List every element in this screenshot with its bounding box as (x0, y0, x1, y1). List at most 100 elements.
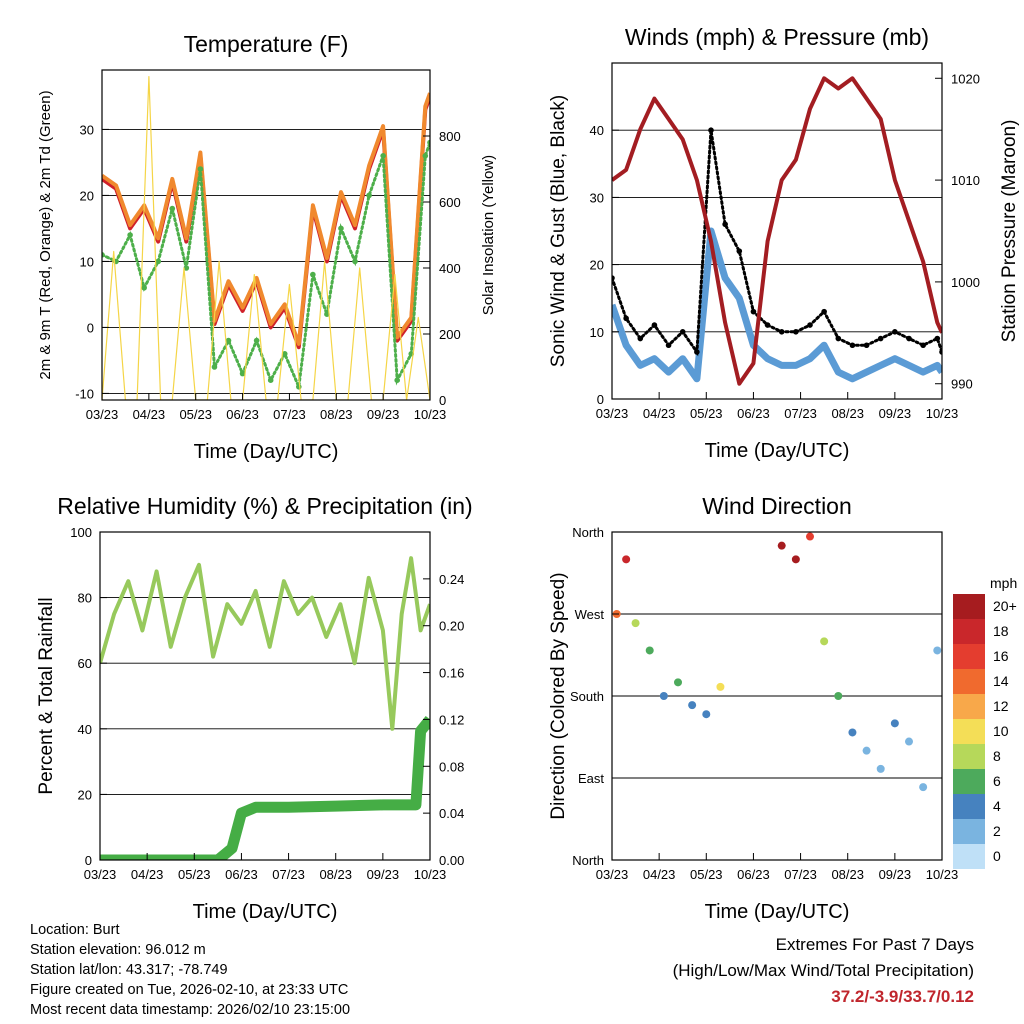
y-tick-label: East (578, 771, 604, 786)
x-axis-label: Time (Day/UTC) (705, 440, 850, 462)
y-tick-label: North (572, 853, 604, 868)
series-2m-td (102, 141, 430, 393)
point-series-gust (665, 342, 672, 349)
point-series-gust (920, 342, 926, 349)
point-series-2m-td (127, 232, 133, 238)
point-series-2m-td (324, 311, 330, 318)
point-series-gust (863, 342, 870, 349)
point-series-2m-td (239, 370, 246, 377)
point-series-gust (807, 322, 813, 328)
point-series-2m-td (253, 337, 260, 344)
legend-label: 0 (993, 848, 1001, 864)
x-tick-label: 05/23 (690, 406, 723, 421)
panel-winds: Winds (mph) & Pressure (mb) 03/23 04/23 05/… (548, 24, 1020, 462)
y2-tick-label: 200 (439, 327, 461, 342)
x-axis-label: Time (Day/UTC) (193, 901, 338, 923)
legend-swatch (953, 769, 985, 794)
legend-label: 8 (993, 748, 1001, 764)
legend-label: 4 (993, 798, 1001, 814)
y-tick-label: 40 (78, 722, 92, 737)
y-tick-label: West (575, 607, 605, 622)
x-tick-label: 05/23 (178, 867, 211, 882)
x-tick-label: 03/23 (86, 407, 119, 422)
point-series-gust (736, 248, 743, 254)
point-series-gust (939, 349, 942, 355)
point-series-gust (708, 127, 714, 133)
x-tick-label: 06/23 (226, 407, 259, 422)
point-series-2m-td (422, 153, 429, 159)
y2-tick-label: 0.00 (439, 853, 464, 868)
x-tick-label: 05/23 (179, 407, 212, 422)
y2-tick-label: 1020 (951, 71, 980, 86)
x-tick-label: 10/23 (414, 407, 447, 422)
extremes-values: 37.2/-3.9/33.7/0.12 (831, 987, 974, 1006)
y2-tick-label: 0.20 (439, 619, 464, 634)
chart-title: Relative Humidity (%) & Precipitation (i… (57, 493, 472, 519)
series-layer (102, 76, 430, 400)
direction-point (905, 737, 913, 746)
direction-point (777, 541, 786, 550)
y2-tick-label: 1000 (951, 275, 980, 290)
y-tick-label: 0 (87, 320, 94, 335)
point-series-gust (821, 308, 827, 315)
y-tick-label: 20 (80, 188, 94, 203)
y2-tick-label: 0.16 (439, 666, 464, 681)
point-series-2m-td (394, 377, 401, 384)
x-tick-label: 07/23 (273, 407, 306, 422)
point-series-2m-td (169, 205, 176, 212)
y-axis-label: Sonic Wind & Gust (Blue, Black) (548, 95, 569, 367)
point-series-gust (877, 335, 884, 342)
x-tick-label: 09/23 (367, 867, 400, 882)
x-tick-label: 04/23 (643, 406, 676, 421)
direction-point (820, 637, 829, 646)
point-series-gust (764, 322, 771, 328)
series-precipitation (100, 715, 430, 860)
x-tick-label: 08/23 (831, 867, 864, 882)
direction-point (716, 682, 725, 691)
point-series-gust (612, 275, 615, 281)
y2-axis-label: Solar Insolation (Yellow) (480, 155, 497, 315)
y2-tick-label: 0.24 (439, 572, 464, 587)
point-series-2m-td (141, 285, 147, 291)
legend-label: 18 (993, 623, 1009, 639)
y2-tick-label: 1010 (951, 173, 980, 188)
y2-tick-label: 600 (439, 195, 461, 210)
y2-tick-label: 800 (439, 129, 461, 144)
y-tick-label: 100 (70, 525, 92, 540)
x-tick-label: 03/23 (84, 867, 117, 882)
y2-tick-label: 990 (951, 377, 973, 392)
x-axis-label: Time (Day/UTC) (194, 441, 339, 463)
y2-tick-label: 0.04 (439, 806, 464, 821)
direction-point (622, 555, 631, 564)
point-series-2m-td (225, 337, 232, 344)
extremes-panel: Extremes For Past 7 Days (High/Low/Max W… (673, 932, 974, 1010)
x-tick-label: 08/23 (319, 867, 352, 882)
panel-temperature: Temperature (F) 03/23 04/23 05/23 06/23 07/23… (37, 31, 497, 463)
legend-swatch (953, 794, 985, 819)
x-tick-label: 05/23 (690, 867, 723, 882)
point-series-gust (835, 335, 842, 342)
station-latlon: Station lat/lon: 43.317; -78.749 (30, 962, 228, 978)
point-series-2m-td (155, 258, 162, 265)
x-tick-label: 08/23 (320, 407, 353, 422)
y-tick-label: 0 (85, 853, 92, 868)
legend-swatch (953, 669, 985, 694)
point-series-2m-td (427, 139, 430, 146)
y-tick-label: 20 (78, 787, 92, 802)
panel-direction: Wind Direction 03/23 04/23 05/23 06/23 07/23 0… (548, 493, 1017, 923)
legend-swatch (953, 744, 985, 769)
legend-label: 2 (993, 823, 1001, 839)
point-series-2m-td (296, 384, 302, 390)
y-tick-label: 30 (590, 190, 604, 205)
direction-point (890, 719, 899, 728)
legend-swatch (953, 844, 985, 869)
x-tick-label: 08/23 (831, 406, 864, 421)
series-rh (100, 556, 430, 731)
direction-point (631, 619, 640, 628)
legend-swatch (953, 644, 985, 669)
point-series-gust (793, 329, 799, 335)
x-axis-label: Time (Day/UTC) (705, 901, 850, 923)
chart-title: Temperature (F) (184, 31, 349, 57)
point-series-gust (778, 329, 785, 335)
